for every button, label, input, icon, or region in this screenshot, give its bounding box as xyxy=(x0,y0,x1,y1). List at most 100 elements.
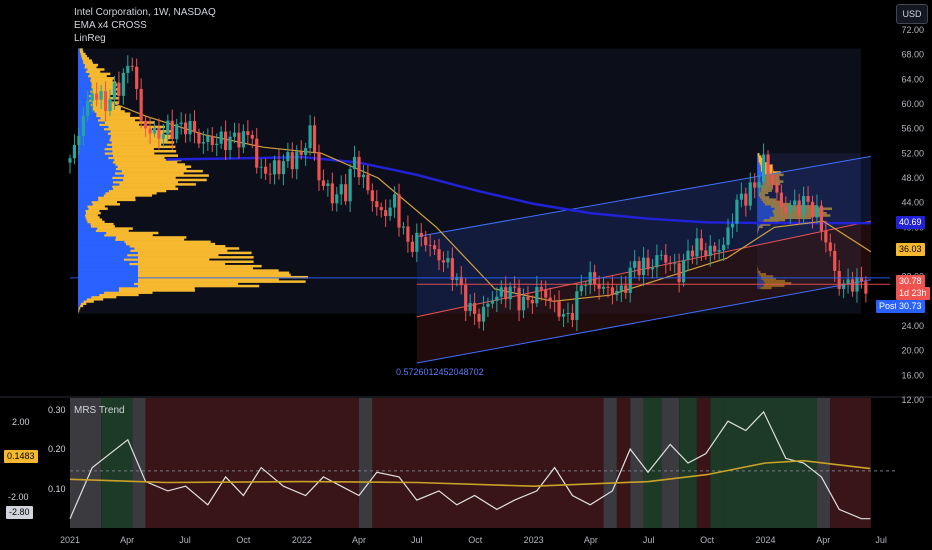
price-tick-label: 60.00 xyxy=(901,99,924,109)
volume-profile-2-row-side xyxy=(757,196,760,199)
price-tick-label: 68.00 xyxy=(901,50,924,60)
candle-body xyxy=(784,207,788,213)
linreg-lower-fill xyxy=(416,221,871,363)
volume-profile-row xyxy=(119,183,196,186)
ema-slow-price-tag: 40.69 xyxy=(896,216,925,229)
candle-body xyxy=(530,299,535,304)
volume-profile-row xyxy=(98,196,136,199)
linreg-channel-layer xyxy=(416,155,872,364)
volume-profile-2-row xyxy=(758,193,765,197)
volume-profile-2-row xyxy=(763,218,786,222)
volume-profile-row xyxy=(104,233,153,237)
volume-profile-row-side xyxy=(78,103,91,107)
volume-profile-row xyxy=(107,132,164,135)
candle-body xyxy=(584,284,588,286)
candle-body xyxy=(544,289,548,298)
candle-body xyxy=(188,121,192,135)
symbol-title[interactable]: Intel Corporation, 1W, NASDAQ xyxy=(74,7,216,18)
price-tick-label: 52.00 xyxy=(901,148,924,158)
ema-slow-line xyxy=(165,155,871,225)
volume-profile-row-side xyxy=(78,174,124,177)
candle-body xyxy=(637,261,641,276)
candle-body xyxy=(357,156,361,178)
volume-profile-row xyxy=(89,94,110,98)
candle-body xyxy=(197,132,201,144)
volume-profile-row-side xyxy=(78,209,86,213)
indicator-linreg-label[interactable]: LinReg xyxy=(74,33,106,44)
time-tick-label: Apr xyxy=(352,535,366,545)
volume-profile-row xyxy=(84,214,98,217)
candle-body xyxy=(730,223,735,228)
volume-profile-row xyxy=(138,269,279,272)
volume-profile-row-side xyxy=(78,180,114,184)
linreg-upper-fill xyxy=(416,156,871,317)
time-tick-label: 2021 xyxy=(60,535,80,545)
volume-profile-row-side xyxy=(78,81,92,85)
mrs-trend-line xyxy=(69,410,871,520)
volume-profile-row-side xyxy=(78,90,91,93)
volume-profile-row xyxy=(121,169,203,173)
candle-body xyxy=(695,238,699,257)
candle-body xyxy=(321,180,326,186)
candle-body xyxy=(704,250,708,256)
volume-profile-row-side xyxy=(78,59,83,62)
volume-profile-row xyxy=(87,68,105,71)
volume-profile-2-row-side xyxy=(757,211,774,215)
candle-body xyxy=(726,227,730,245)
volume-profile-row-side xyxy=(78,293,100,297)
volume-profile-2-row-side xyxy=(757,155,759,159)
mrs-right-tag: 0.1483 xyxy=(4,450,38,463)
volume-profile-2-row-side xyxy=(757,164,761,168)
volume-profile-row xyxy=(124,240,211,244)
volume-profile-row-side xyxy=(78,267,138,270)
price-lines xyxy=(70,277,890,285)
volume-profile-row-side xyxy=(78,116,101,120)
volume-profile-row-side xyxy=(78,260,138,263)
mrs-background-band xyxy=(372,398,604,528)
price-tick-label: 56.00 xyxy=(901,124,924,134)
candle-body xyxy=(268,173,272,175)
currency-button[interactable]: USD xyxy=(896,4,928,24)
time-tick-label: Jul xyxy=(411,535,423,545)
mrs-trend-title[interactable]: MRS Trend xyxy=(74,405,125,416)
candle-body xyxy=(597,284,601,289)
volume-profile-2-row xyxy=(763,173,784,177)
candle-body xyxy=(833,250,837,271)
volume-profile-row xyxy=(110,136,171,140)
mrs-right-tick-2: 0.10 xyxy=(48,484,66,494)
volume-profile-row-side xyxy=(78,134,111,138)
volume-profile-row-side xyxy=(78,176,113,180)
volume-profile-2-row xyxy=(770,205,817,208)
volume-profile-row-side xyxy=(78,108,93,111)
candle-body xyxy=(828,242,832,251)
volume-profile-row xyxy=(80,302,87,305)
volume-profile-2-row-side xyxy=(757,216,770,220)
time-tick-label: Jul xyxy=(875,535,887,545)
volume-profile-row xyxy=(90,103,115,107)
volume-profile-row-side xyxy=(78,304,80,308)
candle-body xyxy=(842,283,846,289)
volume-profile-row-side xyxy=(78,214,85,217)
volume-profile-row xyxy=(110,134,172,138)
candle-body xyxy=(237,132,241,148)
volume-profile-row-side xyxy=(78,165,118,168)
mrs-background-band xyxy=(830,398,871,528)
volume-profile-2-row xyxy=(760,187,773,190)
time-axis: 2021 Apr Jul Oct 2022 Apr Jul Oct 2023 Apr Jul Oct 2… xyxy=(0,530,932,550)
candle-body xyxy=(130,65,134,67)
volume-profile-row-side xyxy=(78,101,93,104)
mrs-background-band xyxy=(661,398,680,528)
candle-body xyxy=(659,254,663,256)
candle-body xyxy=(699,238,703,251)
volume-profile-row-side xyxy=(78,222,91,226)
volume-profile-row-side xyxy=(78,167,116,171)
volume-profile-row xyxy=(89,99,111,102)
candle-body xyxy=(557,301,561,317)
volume-profile-row xyxy=(81,57,90,60)
candle-body xyxy=(819,205,824,231)
volume-profile-row xyxy=(88,74,107,78)
volume-profile-row-side xyxy=(78,114,97,118)
indicator-ema-label[interactable]: EMA x4 CROSS xyxy=(74,20,147,31)
candle-body xyxy=(272,160,277,175)
volume-profile-row xyxy=(123,174,209,177)
